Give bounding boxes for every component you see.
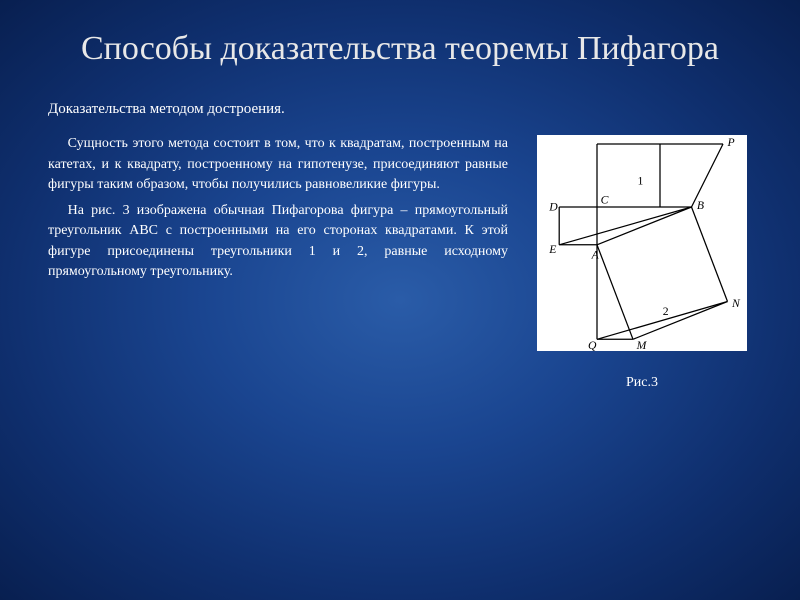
content-row: Доказательства методом достроения. Сущно…	[48, 99, 752, 391]
svg-text:N: N	[731, 296, 741, 309]
svg-text:Q: Q	[588, 339, 597, 351]
svg-text:B: B	[697, 198, 704, 211]
svg-text:M: M	[636, 339, 648, 351]
paragraph-2: На рис. 3 изображена обычная Пифагорова …	[48, 201, 508, 282]
svg-text:C: C	[601, 193, 609, 206]
figure-column: A B C D E P N M Q 1 2 Рис.3	[532, 135, 752, 391]
pythagoras-figure: A B C D E P N M Q 1 2	[537, 135, 747, 351]
svg-text:1: 1	[638, 174, 644, 187]
svg-text:P: P	[727, 135, 735, 148]
slide-title: Способы доказательства теоремы Пифагора	[48, 28, 752, 71]
svg-text:D: D	[548, 200, 558, 213]
subtitle: Доказательства методом достроения.	[48, 99, 508, 121]
svg-text:A: A	[591, 248, 600, 261]
svg-text:2: 2	[663, 305, 669, 318]
svg-text:E: E	[548, 242, 556, 255]
figure-caption: Рис.3	[626, 375, 658, 391]
paragraph-1: Сущность этого метода состоит в том, что…	[48, 134, 508, 195]
figure-svg: A B C D E P N M Q 1 2	[537, 135, 747, 351]
text-column: Доказательства методом достроения. Сущно…	[48, 99, 508, 289]
